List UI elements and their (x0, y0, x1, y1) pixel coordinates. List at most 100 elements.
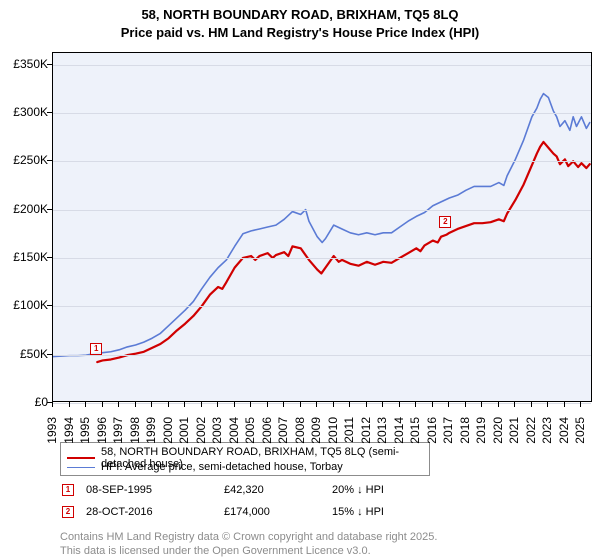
y-tick-mark (47, 354, 52, 355)
x-tick-label: 2004 (227, 417, 241, 457)
x-tick-mark (514, 402, 515, 407)
gridline-y (53, 65, 591, 66)
x-tick-mark (267, 402, 268, 407)
y-tick-label: £350K (2, 57, 48, 71)
x-tick-label: 2016 (425, 417, 439, 457)
sale-2-price: £174,000 (224, 506, 270, 518)
x-tick-mark (118, 402, 119, 407)
x-tick-label: 2022 (524, 417, 538, 457)
title-address: 58, NORTH BOUNDARY ROAD, BRIXHAM, TQ5 8L… (141, 7, 458, 22)
x-tick-mark (333, 402, 334, 407)
x-tick-mark (399, 402, 400, 407)
x-tick-label: 2018 (458, 417, 472, 457)
x-tick-label: 2006 (260, 417, 274, 457)
x-tick-mark (415, 402, 416, 407)
x-tick-label: 2007 (276, 417, 290, 457)
x-tick-label: 2008 (293, 417, 307, 457)
sale-marker-1: 1 (90, 343, 102, 355)
y-tick-mark (47, 112, 52, 113)
x-tick-mark (580, 402, 581, 407)
gridline-y (53, 258, 591, 259)
y-tick-label: £300K (2, 105, 48, 119)
x-tick-label: 2000 (161, 417, 175, 457)
x-tick-mark (283, 402, 284, 407)
x-tick-mark (564, 402, 565, 407)
gridline-y (53, 161, 591, 162)
x-tick-label: 2012 (359, 417, 373, 457)
x-tick-label: 2024 (557, 417, 571, 457)
x-tick-mark (382, 402, 383, 407)
sale-2-pct: 15% ↓ HPI (332, 506, 384, 518)
y-tick-mark (47, 257, 52, 258)
chart-container: { "title_line1": "58, NORTH BOUNDARY ROA… (0, 0, 600, 560)
x-tick-mark (366, 402, 367, 407)
x-tick-label: 1993 (45, 417, 59, 457)
y-tick-mark (47, 305, 52, 306)
gridline-y (53, 306, 591, 307)
sale-1-date: 08-SEP-1995 (86, 484, 152, 496)
chart-title: 58, NORTH BOUNDARY ROAD, BRIXHAM, TQ5 8L… (0, 6, 600, 41)
x-tick-label: 2011 (342, 417, 356, 457)
x-tick-mark (531, 402, 532, 407)
sale-2-date: 28-OCT-2016 (86, 506, 153, 518)
x-tick-mark (465, 402, 466, 407)
x-tick-label: 2017 (441, 417, 455, 457)
gridline-y (53, 113, 591, 114)
x-tick-mark (234, 402, 235, 407)
sale-marker-2: 2 (439, 216, 451, 228)
series-price-paid (97, 142, 589, 362)
x-tick-label: 2003 (210, 417, 224, 457)
x-tick-mark (300, 402, 301, 407)
y-tick-mark (47, 64, 52, 65)
legend-swatch-hpi (67, 467, 95, 468)
y-tick-mark (47, 160, 52, 161)
y-tick-label: £50K (2, 347, 48, 361)
gridline-y (53, 210, 591, 211)
x-tick-mark (151, 402, 152, 407)
x-tick-label: 2020 (491, 417, 505, 457)
x-tick-label: 2015 (408, 417, 422, 457)
series-hpi (53, 94, 590, 357)
x-tick-label: 2025 (573, 417, 587, 457)
sale-1-price: £42,320 (224, 484, 264, 496)
x-tick-mark (349, 402, 350, 407)
y-tick-label: £200K (2, 202, 48, 216)
x-tick-mark (69, 402, 70, 407)
gridline-y (53, 355, 591, 356)
x-tick-mark (316, 402, 317, 407)
x-tick-mark (102, 402, 103, 407)
x-tick-label: 1998 (128, 417, 142, 457)
legend-label-hpi: HPI: Average price, semi-detached house,… (101, 461, 343, 473)
x-tick-mark (498, 402, 499, 407)
sale-row-marker-2: 2 (62, 506, 74, 518)
x-tick-mark (201, 402, 202, 407)
x-tick-label: 1995 (78, 417, 92, 457)
x-tick-mark (135, 402, 136, 407)
sale-row-marker-1: 1 (62, 484, 74, 496)
x-tick-mark (481, 402, 482, 407)
x-tick-label: 1996 (95, 417, 109, 457)
x-tick-label: 2019 (474, 417, 488, 457)
sale-1-pct: 20% ↓ HPI (332, 484, 384, 496)
title-subtitle: Price paid vs. HM Land Registry's House … (121, 25, 480, 40)
x-tick-label: 2001 (177, 417, 191, 457)
copyright-line1: Contains HM Land Registry data © Crown c… (60, 531, 437, 543)
x-tick-label: 1997 (111, 417, 125, 457)
legend-row-hpi: HPI: Average price, semi-detached house,… (67, 461, 343, 473)
x-tick-mark (250, 402, 251, 407)
x-tick-mark (448, 402, 449, 407)
x-tick-label: 2005 (243, 417, 257, 457)
x-tick-mark (85, 402, 86, 407)
x-tick-label: 2023 (540, 417, 554, 457)
legend-swatch-price-paid (67, 457, 95, 459)
x-tick-mark (52, 402, 53, 407)
x-tick-mark (432, 402, 433, 407)
x-tick-mark (547, 402, 548, 407)
x-tick-label: 2002 (194, 417, 208, 457)
y-tick-label: £250K (2, 153, 48, 167)
y-tick-mark (47, 209, 52, 210)
x-tick-mark (184, 402, 185, 407)
plot-area (52, 52, 592, 402)
x-tick-label: 2021 (507, 417, 521, 457)
x-tick-mark (217, 402, 218, 407)
